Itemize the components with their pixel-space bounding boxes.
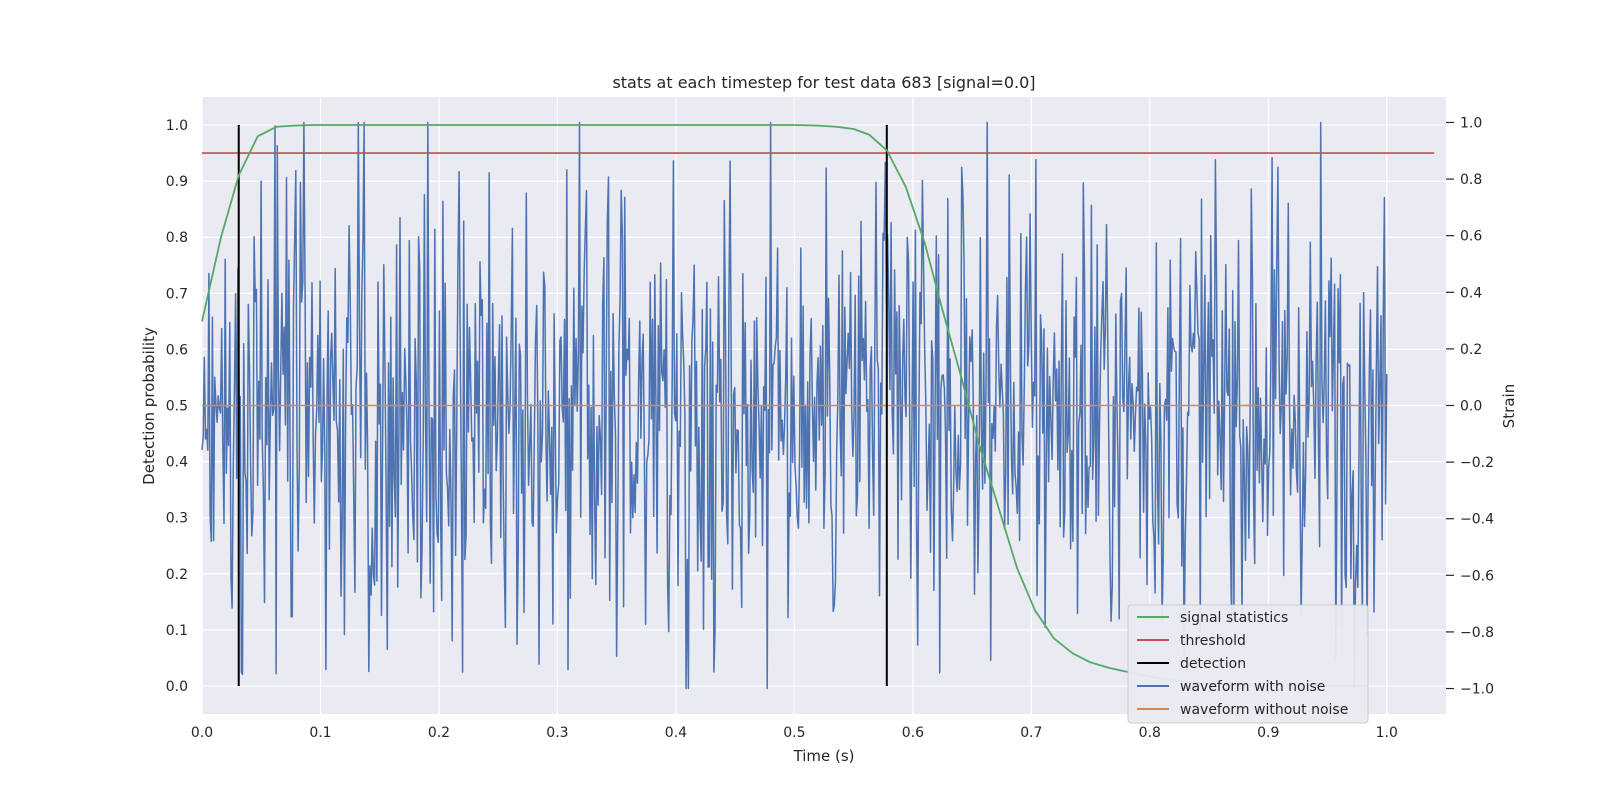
x-tick-label: 0.5 — [783, 725, 805, 741]
y-tick-label: 0.5 — [166, 399, 188, 415]
y2-tick-label: −0.2 — [1460, 455, 1494, 471]
series-line-waveform-with-noise — [201, 121, 1388, 690]
y-ticks-left: 0.0 0.1 0.2 0.3 0.4 0.5 0.6 0.7 0.8 0.9 1.0 — [166, 118, 188, 695]
y2-tick-label: 1.0 — [1460, 115, 1482, 131]
x-tick-label: 0.4 — [665, 725, 687, 741]
chart-title: stats at each timestep for test data 683… — [612, 73, 1035, 92]
y2-axis-label: Strain — [1500, 384, 1518, 428]
legend: signal statistics threshold detection wavef… — [1127, 604, 1369, 724]
x-tick-label: 0.1 — [309, 725, 331, 741]
y-tick-label: 0.0 — [166, 679, 188, 695]
y-ticks-right: −1.0 −0.8 −0.6 −0.4 −0.2 0.0 0.2 0.4 0.6 0.8 1.0 — [1446, 115, 1494, 698]
legend-label-detection: detection — [1180, 656, 1246, 672]
y-tick-label: 0.7 — [166, 286, 188, 302]
x-tick-label: 1.0 — [1376, 725, 1398, 741]
y2-tick-label: 0.4 — [1460, 285, 1482, 301]
y2-tick-label: 0.2 — [1460, 342, 1482, 358]
x-axis-label: Time (s) — [793, 747, 855, 765]
y-tick-label: 0.2 — [166, 567, 188, 583]
legend-label-waveform-with-noise: waveform with noise — [1180, 679, 1325, 695]
legend-label-threshold: threshold — [1180, 633, 1246, 649]
y2-tick-label: −0.4 — [1460, 512, 1494, 528]
legend-label-signal-statistics: signal statistics — [1180, 610, 1288, 626]
y-tick-label: 0.4 — [166, 455, 188, 471]
y-tick-label: 1.0 — [166, 118, 188, 134]
y-tick-label: 0.3 — [166, 511, 188, 527]
y-axis-label: Detection probability — [140, 327, 158, 485]
y2-tick-label: 0.8 — [1460, 172, 1482, 188]
y2-tick-label: −0.8 — [1460, 625, 1494, 641]
y-tick-label: 0.6 — [166, 342, 188, 358]
x-ticks: 0.0 0.1 0.2 0.3 0.4 0.5 0.6 0.7 0.8 0.9 1.0 — [191, 725, 1398, 741]
y2-tick-label: 0.0 — [1460, 399, 1482, 415]
x-tick-label: 0.7 — [1020, 725, 1042, 741]
y2-tick-label: −0.6 — [1460, 568, 1494, 584]
x-tick-label: 0.6 — [902, 725, 924, 741]
legend-box — [1127, 604, 1369, 724]
y2-tick-label: −1.0 — [1460, 682, 1494, 698]
x-tick-label: 0.0 — [191, 725, 213, 741]
x-tick-label: 0.3 — [546, 725, 568, 741]
x-tick-label: 0.2 — [428, 725, 450, 741]
y-tick-label: 0.9 — [166, 174, 188, 190]
x-tick-label: 0.9 — [1257, 725, 1279, 741]
y-tick-label: 0.8 — [166, 230, 188, 246]
x-tick-label: 0.8 — [1139, 725, 1161, 741]
legend-label-waveform-without-noise: waveform without noise — [1180, 702, 1348, 718]
y2-tick-label: 0.6 — [1460, 229, 1482, 245]
y-tick-label: 0.1 — [166, 623, 188, 639]
